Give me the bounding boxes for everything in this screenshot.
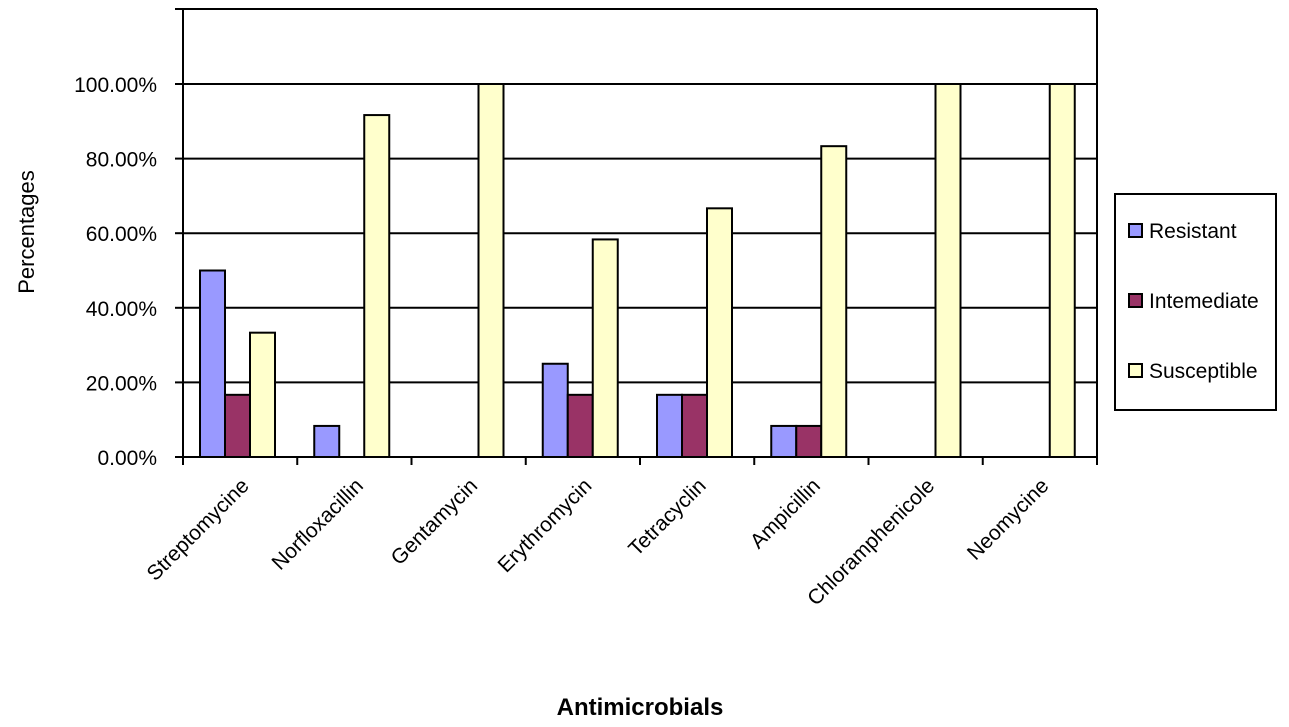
bar-susceptible-ampicillin [820,145,848,458]
y-tick-label: 60.00% [86,223,157,246]
legend-label-resistant: Resistant [1149,220,1237,243]
y-tick-labels: 0.00% 20.00% 40.00% 60.00% 80.00% 100.00% [74,74,157,470]
bar-susceptible-norfloxacillin [363,114,391,459]
bar-resistant-erythromycin [541,362,569,458]
x-tick-label: Gentamycin [387,474,482,569]
x-tick-label: Erythromycin [494,474,597,577]
bar-susceptible-streptomycine [249,331,276,459]
bar-resistant-ampicillin [770,424,798,459]
bar-resistant-streptomycine [199,269,226,458]
y-axis-title: Percentages [14,170,39,294]
legend-label-intemediate: Intemediate [1149,290,1259,313]
bar-susceptible-tetracyclin [706,207,733,458]
bar-resistant-tetracyclin [656,393,683,458]
y-tick-label: 40.00% [86,298,157,321]
x-tick-label: Chloramphenicole [803,474,939,610]
y-tick-label: 100.00% [74,74,157,97]
legend: Resistant Intemediate Susceptible [1114,193,1277,411]
legend-swatch-susceptible [1128,363,1143,378]
bar-susceptible-erythromycin [591,238,619,458]
axes [175,8,1098,465]
bar-intemediate-ampicillin [795,424,823,459]
x-tick-labels: Streptomycine Norfloxacillin Gentamycin Ery… [142,474,1053,610]
y-tick-label: 20.00% [86,372,157,395]
bar-susceptible-neomycine [1048,83,1076,458]
x-tick-label: Ampicillin [746,474,825,553]
x-tick-label: Streptomycine [142,474,253,585]
legend-swatch-intemediate [1128,293,1143,308]
legend-label-susceptible: Susceptible [1149,360,1258,383]
x-tick-label: Norfloxacillin [267,474,367,574]
bar-intemediate-streptomycine [224,393,251,458]
bar-intemediate-erythromycin [566,393,594,458]
bar-susceptible-gentamycin [477,83,505,458]
y-tick-label: 0.00% [97,447,157,470]
plot-frame [183,8,1098,457]
x-tick-label: Tetracyclin [624,474,710,560]
bar-resistant-norfloxacillin [313,424,341,459]
bar-susceptible-chloramphenicole [934,83,962,458]
x-axis-title: Antimicrobials [557,694,724,721]
legend-swatch-resistant [1128,223,1143,238]
bars [199,83,1076,459]
bar-intemediate-tetracyclin [681,393,708,458]
x-tick-label: Neomycine [963,474,1054,565]
y-tick-label: 80.00% [86,149,157,172]
